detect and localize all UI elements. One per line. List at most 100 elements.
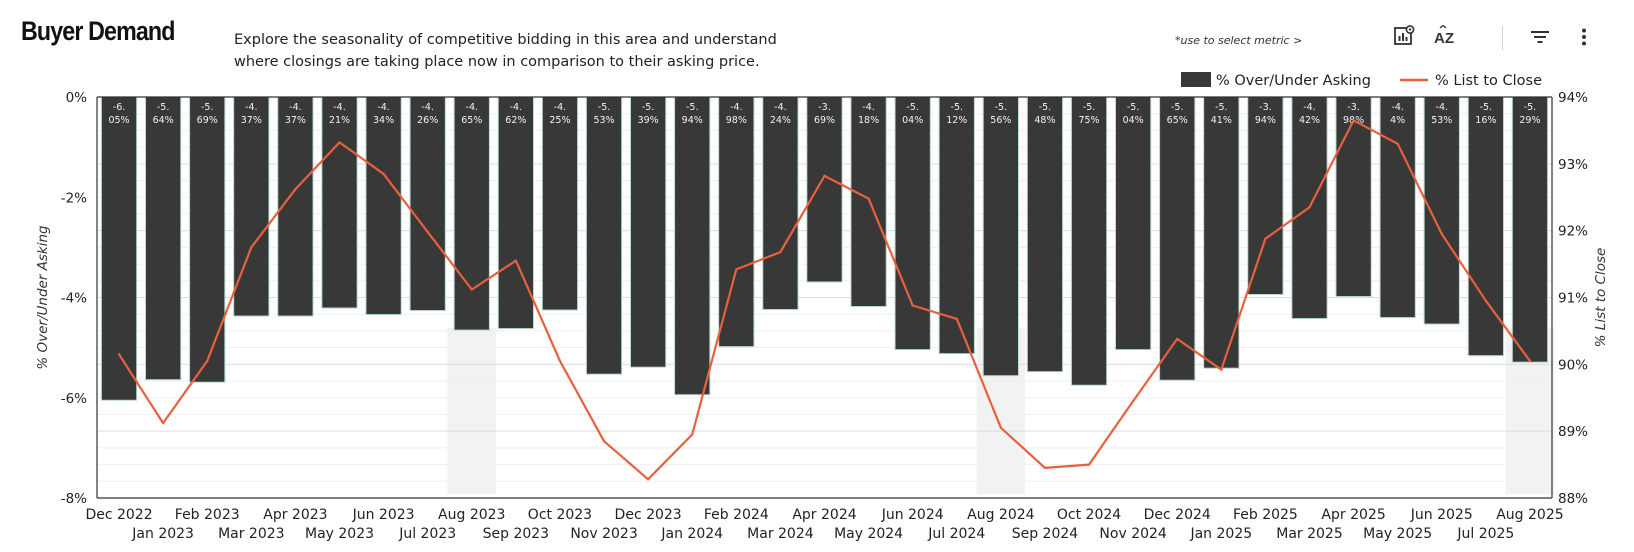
bar-label-bottom: 48% <box>1034 115 1055 126</box>
bar-label-top: -3. <box>1347 102 1360 113</box>
x-tick-label: Oct 2023 <box>528 507 592 523</box>
y-axis-title: % Over/Under Asking <box>35 225 51 370</box>
line-point <box>691 433 694 436</box>
bar-label-top: -5. <box>201 102 214 113</box>
description-line-1: Explore the seasonality of competitive b… <box>234 32 777 48</box>
y2-tick-label: 88% <box>1558 491 1588 507</box>
y2-tick-label: 91% <box>1558 291 1588 307</box>
bar-label-bottom: 98% <box>726 115 747 126</box>
bar-label-top: -4. <box>377 102 390 113</box>
x-tick-label: Aug 2023 <box>438 507 505 523</box>
x-tick-label: Jul 2023 <box>398 526 456 542</box>
line-point <box>1220 368 1223 371</box>
bar-label-bottom: 56% <box>990 115 1011 126</box>
x-tick-label: Jun 2025 <box>1410 507 1473 523</box>
line-point <box>1484 299 1488 303</box>
bar-label-top: -5. <box>1083 102 1096 113</box>
bar <box>585 96 623 375</box>
x-tick-label: Jun 2023 <box>352 507 415 523</box>
line-point <box>1396 142 1399 145</box>
bar-label-top: -5. <box>1215 102 1228 113</box>
bar-label-bottom: 12% <box>946 115 967 126</box>
bar-label-bottom: 65% <box>1167 115 1188 126</box>
bar <box>541 96 579 311</box>
bar <box>1335 96 1372 297</box>
y-tick-label: -8% <box>61 491 87 507</box>
bar-label-bottom: 04% <box>1123 115 1144 126</box>
line-point <box>1440 232 1443 236</box>
chart-settings-button[interactable] <box>1389 21 1419 51</box>
filter-button[interactable] <box>1525 22 1555 52</box>
bar-label-top: -5. <box>1524 102 1537 113</box>
bar <box>630 96 667 368</box>
bar <box>321 96 358 309</box>
bar-label-bottom: 75% <box>1078 115 1099 126</box>
bar-label-top: -4. <box>510 102 523 113</box>
x-tick-label: May 2024 <box>834 526 903 542</box>
more-vertical-icon <box>1582 28 1586 46</box>
x-tick-label: Jan 2025 <box>1189 526 1252 542</box>
line-point <box>1131 399 1135 403</box>
x-tick-label: Feb 2025 <box>1233 507 1298 523</box>
bar-label-bottom: 69% <box>814 115 835 126</box>
bar-label-top: -4. <box>554 102 567 113</box>
bar-label-bottom: 18% <box>858 115 879 126</box>
bar <box>1026 96 1064 373</box>
bar-label-top: -3. <box>818 102 831 113</box>
legend-bar-swatch <box>1181 72 1211 87</box>
line-point <box>1176 337 1179 341</box>
bar <box>674 96 711 396</box>
line-point <box>779 250 782 254</box>
bar-label-bottom: 4% <box>1390 115 1405 126</box>
line-point <box>1043 466 1047 470</box>
bar <box>1467 96 1505 357</box>
bar-label-top: -4. <box>862 102 875 113</box>
bar-label-top: -5. <box>1480 102 1493 113</box>
x-tick-label: Jun 2024 <box>881 507 944 523</box>
x-tick-label: Jan 2024 <box>660 526 723 542</box>
x-tick-label: Mar 2023 <box>218 526 285 542</box>
y2-tick-label: 92% <box>1558 224 1588 240</box>
bar-label-top: -4. <box>1436 102 1449 113</box>
bar <box>1511 96 1549 363</box>
bar-label-bottom: 42% <box>1299 115 1320 126</box>
line-point <box>1308 206 1311 209</box>
bar <box>938 96 975 355</box>
bar-label-top: -5. <box>906 102 919 113</box>
bar <box>145 96 182 381</box>
sort-button[interactable]: AZ <box>1430 22 1460 52</box>
bar-label-top: -5. <box>157 102 170 113</box>
bar-label-bottom: 26% <box>417 115 438 126</box>
x-tick-label: Sep 2024 <box>1012 526 1079 542</box>
bar-label-top: -5. <box>951 102 964 113</box>
x-tick-label: Nov 2023 <box>570 526 637 542</box>
bar-label-bottom: 25% <box>549 115 570 126</box>
bar-label-top: -3. <box>1259 102 1272 113</box>
line-point <box>558 359 562 363</box>
line-point <box>1352 119 1355 122</box>
x-tick-label: Apr 2023 <box>263 507 327 523</box>
bar-label-bottom: 69% <box>197 115 218 126</box>
bar <box>1247 96 1284 295</box>
x-tick-label: May 2023 <box>305 526 374 542</box>
bar-label-bottom: 04% <box>902 115 923 126</box>
x-tick-label: Apr 2025 <box>1321 507 1385 523</box>
y-tick-label: 0% <box>66 90 88 106</box>
bar-label-top: -5. <box>686 102 699 113</box>
more-options-button[interactable] <box>1569 22 1599 52</box>
bar-label-bottom: 24% <box>770 115 791 126</box>
sort-az-label: AZ <box>1434 30 1454 47</box>
bar-label-bottom: 16% <box>1475 115 1496 126</box>
bar-label-bottom: 64% <box>153 115 174 126</box>
bar-label-top: -4. <box>289 102 302 113</box>
bar-label-bottom: 05% <box>108 115 129 126</box>
line-point <box>955 317 958 321</box>
bar <box>1159 96 1196 381</box>
line-point <box>1264 237 1267 240</box>
x-tick-label: Mar 2024 <box>747 526 814 542</box>
bar-label-bottom: 41% <box>1211 115 1232 126</box>
y2-tick-label: 90% <box>1558 357 1588 373</box>
line-point <box>117 353 121 356</box>
x-tick-label: Feb 2023 <box>175 507 240 523</box>
bar-label-top: -4. <box>421 102 434 113</box>
